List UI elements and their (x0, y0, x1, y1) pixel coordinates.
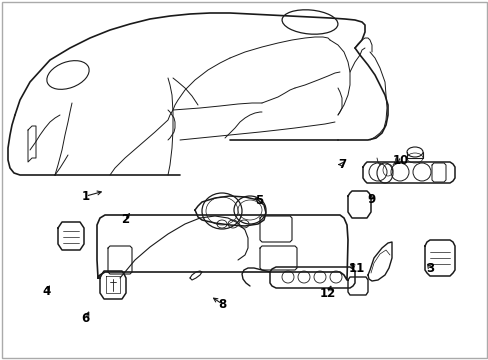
Text: 3: 3 (426, 262, 433, 275)
Text: 7: 7 (338, 158, 346, 171)
Text: 11: 11 (348, 262, 365, 275)
Text: 8: 8 (218, 298, 226, 311)
Text: 9: 9 (367, 193, 375, 206)
Text: 2: 2 (121, 213, 128, 226)
Text: 5: 5 (255, 194, 263, 207)
Text: 1: 1 (81, 190, 89, 203)
Text: 4: 4 (42, 285, 50, 298)
Text: 10: 10 (392, 154, 408, 167)
Text: 12: 12 (319, 287, 335, 300)
Text: 6: 6 (81, 312, 89, 325)
